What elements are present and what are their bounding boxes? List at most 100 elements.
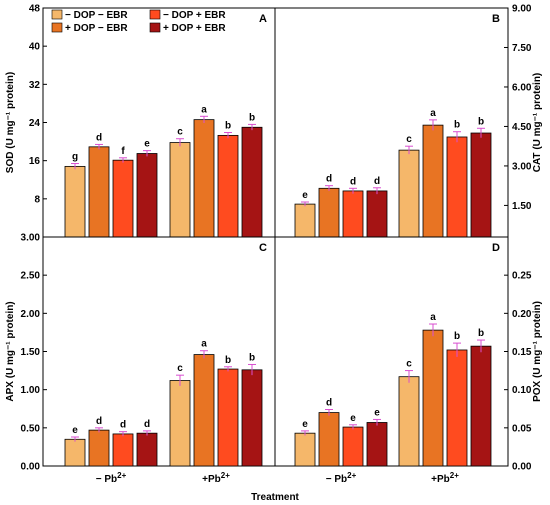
- bar: [169, 142, 191, 238]
- x-axis-title: Treatment: [251, 492, 299, 503]
- legend-entry: + DOP + EBR: [149, 22, 226, 34]
- legend-swatch: [149, 22, 161, 33]
- legend-entry: − DOP + EBR: [149, 9, 226, 21]
- significance-letter: f: [121, 146, 125, 157]
- bar: [64, 165, 86, 238]
- y-tick-label: 2.50: [21, 271, 41, 282]
- x-tick-label: − Pb2+: [96, 471, 127, 486]
- panel-b: 1.50 3.00 4.50 6.00 7.50 9.00 CAT (U mg⁻¹ prot…: [274, 4, 543, 238]
- bar: [446, 136, 468, 238]
- bar: [88, 146, 110, 238]
- significance-letter: b: [454, 120, 460, 131]
- significance-letter: e: [72, 425, 78, 436]
- y-tick-label: 0.05: [512, 423, 532, 434]
- significance-letter: e: [144, 139, 150, 150]
- legend-entry: − DOP − EBR: [51, 9, 128, 21]
- significance-letter: d: [96, 416, 102, 427]
- significance-letter: d: [120, 420, 126, 431]
- significance-letter: a: [430, 312, 436, 323]
- bar: [422, 124, 444, 238]
- y-axis-title: POX (U mg⁻¹ protein): [532, 301, 543, 402]
- significance-letter: b: [478, 328, 484, 339]
- significance-letter: a: [430, 108, 436, 119]
- bar: [241, 369, 263, 467]
- bar: [470, 345, 492, 467]
- y-tick-label: 9.00: [512, 4, 532, 15]
- bar: [318, 412, 340, 467]
- legend-label: − DOP − EBR: [65, 10, 128, 21]
- significance-letter: b: [225, 355, 231, 366]
- bar: [398, 376, 420, 467]
- significance-letter: e: [302, 190, 308, 201]
- significance-letter: b: [478, 116, 484, 127]
- bar: [112, 433, 134, 467]
- y-tick-label: 0.20: [512, 309, 532, 320]
- panel-d: 0.00 0.05 0.10 0.15 0.20 0.25 POX (U mg⁻¹ prot…: [274, 236, 543, 486]
- y-tick-label: 4.50: [512, 122, 532, 133]
- legend-label: + DOP + EBR: [163, 23, 226, 34]
- y-tick-label: 0.00: [512, 462, 532, 473]
- significance-letter: b: [249, 112, 255, 123]
- y-tick-label: 0.00: [21, 462, 41, 473]
- y-tick-label: 0.25: [512, 271, 532, 282]
- bar: [193, 119, 215, 238]
- bar: [294, 432, 316, 467]
- legend-label: + DOP − EBR: [65, 23, 128, 34]
- bar: [112, 159, 134, 238]
- bar: [136, 432, 158, 467]
- significance-letter: a: [201, 104, 207, 115]
- significance-letter: e: [302, 419, 308, 430]
- panel-letter: B: [492, 13, 500, 25]
- bar: [193, 354, 215, 467]
- y-tick-label: 6.00: [512, 82, 532, 93]
- y-tick-label: 48: [29, 4, 41, 15]
- bar: [294, 203, 316, 238]
- legend-entry: + DOP − EBR: [51, 22, 128, 34]
- bar: [342, 190, 364, 238]
- bar: [217, 134, 239, 238]
- bar: [398, 149, 420, 238]
- legend-label: − DOP + EBR: [163, 10, 226, 21]
- bar: [366, 422, 388, 467]
- panel-letter: C: [259, 242, 267, 254]
- x-tick-label: +Pb2+: [431, 471, 459, 486]
- significance-letter: b: [454, 331, 460, 342]
- y-tick-label: 32: [29, 80, 41, 91]
- x-tick-label: − Pb2+: [326, 471, 357, 486]
- bar: [136, 153, 158, 238]
- significance-letter: c: [406, 359, 412, 370]
- panel-frame: [42, 236, 276, 467]
- bar: [88, 429, 110, 467]
- y-axis-title: CAT (U mg⁻¹ protein): [532, 73, 543, 173]
- bar: [169, 380, 191, 467]
- significance-letter: b: [249, 352, 255, 363]
- significance-letter: c: [406, 134, 412, 145]
- significance-letter: b: [225, 121, 231, 132]
- y-axis-title: APX (U mg⁻¹ protein): [5, 301, 16, 401]
- bar: [342, 426, 364, 467]
- panel-a: 8 16 24 32 40 48 SOD (U mg⁻¹ protein) Ag d f e c a b b: [5, 4, 276, 238]
- bar: [241, 126, 263, 238]
- y-tick-label: 40: [29, 42, 41, 53]
- legend-swatch: [51, 9, 63, 20]
- y-tick-label: 3.00: [21, 233, 41, 244]
- significance-letter: d: [326, 398, 332, 409]
- bar: [422, 329, 444, 467]
- y-tick-label: 1.00: [21, 385, 41, 396]
- bar: [64, 438, 86, 467]
- y-tick-label: 1.50: [21, 347, 41, 358]
- legend-swatch: [51, 22, 63, 33]
- y-tick-label: 0.10: [512, 385, 532, 396]
- bar: [470, 132, 492, 238]
- legend: − DOP − EBR + DOP − EBR − DOP + EBR + DOP +…: [51, 9, 226, 34]
- significance-letter: c: [177, 127, 183, 138]
- significance-letter: g: [72, 152, 78, 163]
- y-tick-label: 0.50: [21, 423, 41, 434]
- bar: [446, 349, 468, 467]
- y-tick-label: 8: [34, 194, 40, 205]
- y-tick-label: 7.50: [512, 43, 532, 54]
- y-tick-label: 3.00: [512, 161, 532, 172]
- significance-letter: d: [96, 132, 102, 143]
- panel-letter: D: [492, 242, 500, 254]
